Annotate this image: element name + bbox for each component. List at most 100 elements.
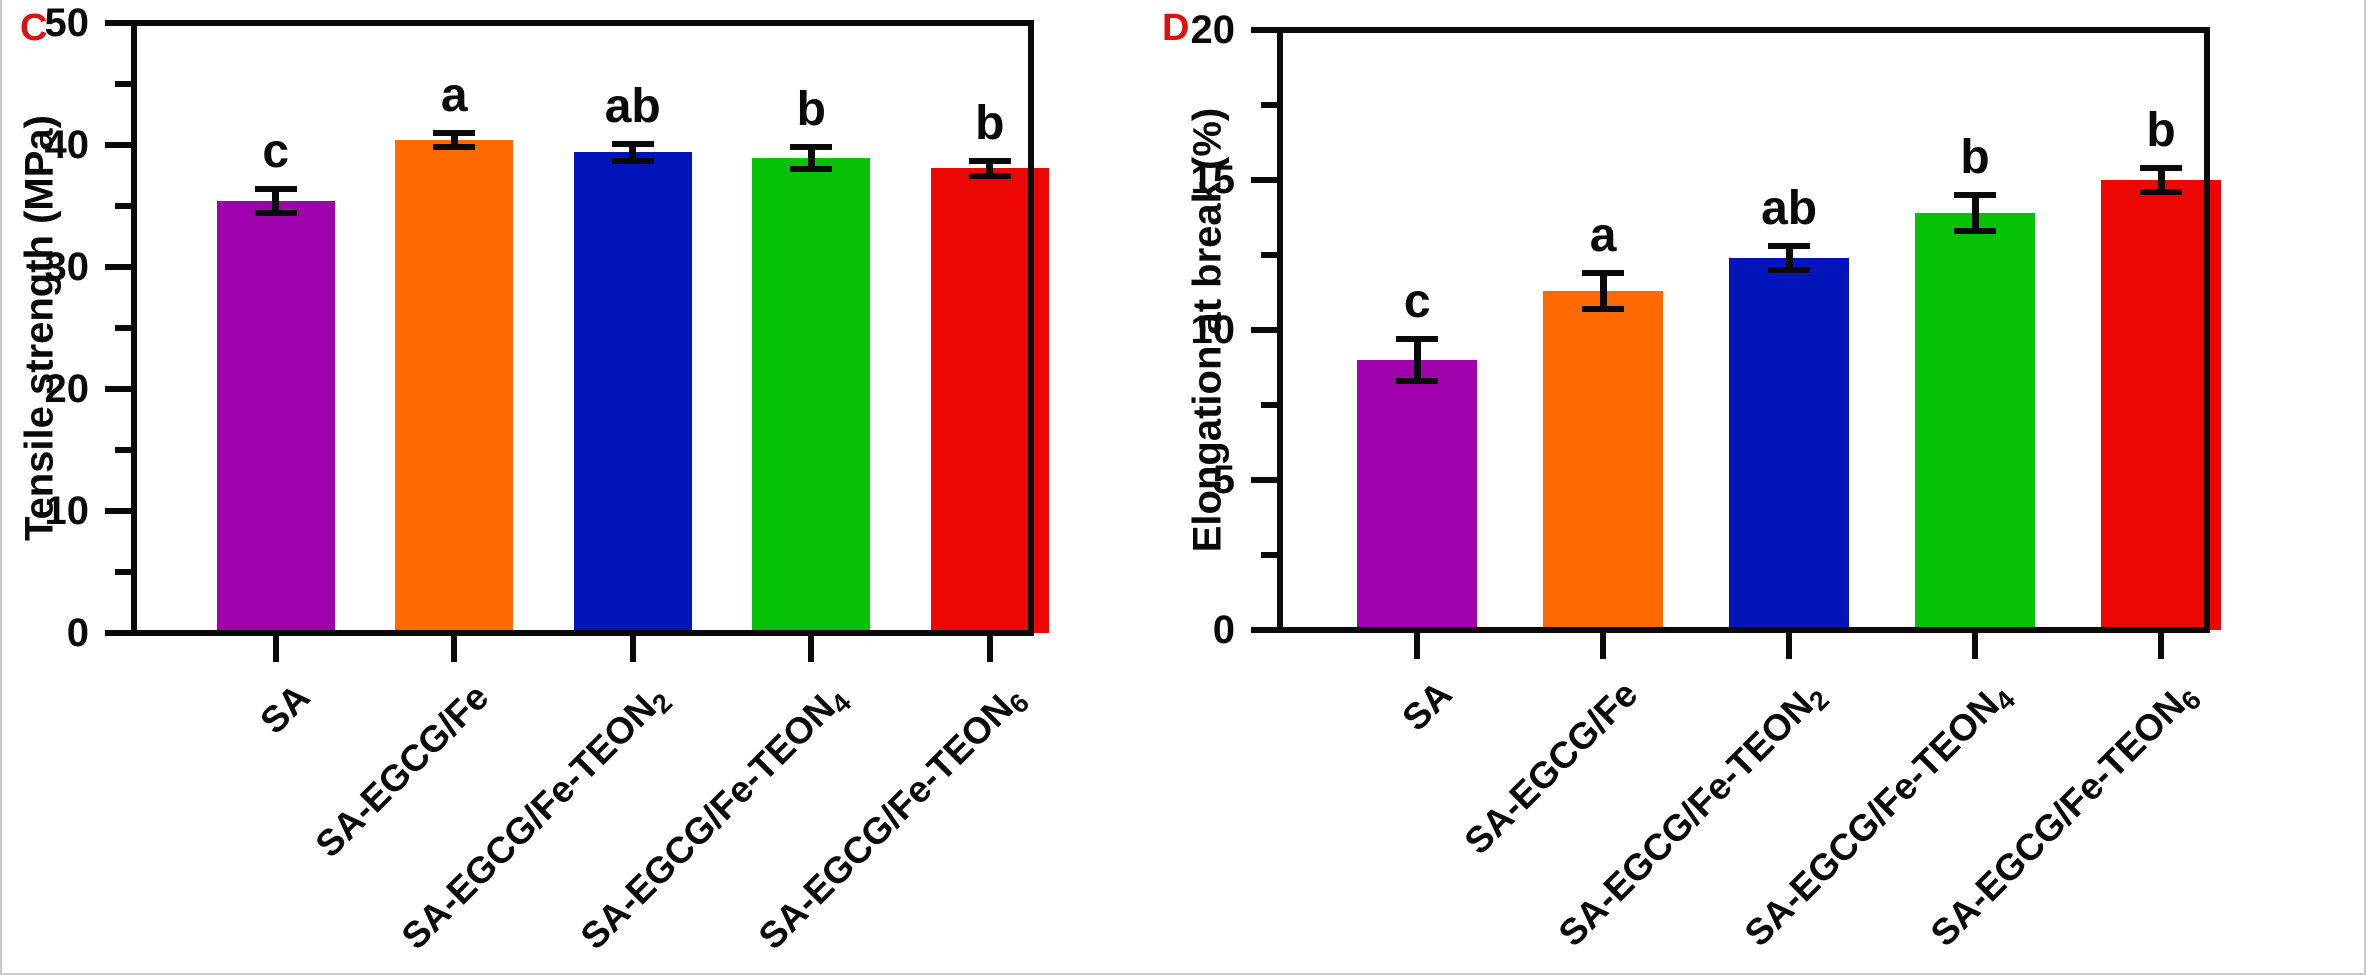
y-minor-tick bbox=[115, 203, 131, 209]
bar-1 bbox=[395, 140, 514, 633]
bar-2 bbox=[1729, 258, 1850, 630]
x-tick bbox=[1414, 633, 1421, 659]
x-tick bbox=[1786, 633, 1793, 659]
error-bar-cap-bottom bbox=[1768, 267, 1811, 273]
error-bar-cap-top bbox=[2140, 165, 2183, 171]
y-tick-label: 10 bbox=[44, 489, 90, 533]
error-bar-cap-top bbox=[1396, 336, 1439, 342]
x-tick bbox=[451, 636, 458, 662]
y-major-tick bbox=[1251, 627, 1277, 633]
plot-frame bbox=[1277, 27, 2210, 633]
panel-label-c: C bbox=[20, 7, 48, 49]
error-bar-cap-top bbox=[968, 157, 1011, 164]
error-bar-cap-bottom bbox=[1396, 378, 1439, 384]
y-minor-tick bbox=[115, 325, 131, 331]
significance-letter: ab bbox=[1761, 182, 1818, 235]
bar-0 bbox=[1357, 360, 1478, 630]
significance-letter: b bbox=[1960, 131, 1990, 184]
significance-letter: a bbox=[1589, 209, 1617, 262]
y-minor-tick bbox=[1261, 102, 1277, 108]
error-bar-cap-top bbox=[1954, 192, 1997, 198]
bar-4 bbox=[2101, 180, 2222, 630]
y-tick-label: 40 bbox=[44, 123, 90, 167]
y-major-tick bbox=[105, 264, 131, 270]
error-bar-cap-top bbox=[254, 185, 297, 192]
x-tick bbox=[1972, 633, 1979, 659]
error-bar-cap-top bbox=[790, 144, 833, 151]
x-tick bbox=[1600, 633, 1607, 659]
y-tick-label: 30 bbox=[44, 245, 90, 289]
error-bar-cap-bottom bbox=[790, 166, 833, 173]
error-bar-line bbox=[1413, 339, 1421, 381]
y-tick-label: 20 bbox=[44, 367, 90, 411]
y-major-tick bbox=[1251, 27, 1277, 33]
error-bar-line bbox=[1785, 246, 1793, 270]
panel-label-d: D bbox=[1162, 7, 1190, 49]
error-bar-cap-top bbox=[1768, 243, 1811, 249]
bar-3 bbox=[1915, 213, 2036, 630]
error-bar-line bbox=[2157, 168, 2165, 192]
y-minor-tick bbox=[115, 447, 131, 453]
y-tick-label: 50 bbox=[44, 1, 90, 45]
y-minor-tick bbox=[1261, 402, 1277, 408]
x-category-label-anchor: SA-EGCG/Fe-TEON6 bbox=[1555, 674, 2206, 954]
error-bar-cap-bottom bbox=[254, 210, 297, 217]
y-minor-tick bbox=[1261, 552, 1277, 558]
y-tick-label: 0 bbox=[1212, 608, 1235, 652]
significance-letter: ab bbox=[604, 79, 661, 133]
error-bar-cap-bottom bbox=[611, 157, 654, 164]
error-bar-line bbox=[1599, 273, 1607, 309]
bar-0 bbox=[216, 201, 335, 633]
error-bar-cap-bottom bbox=[968, 172, 1011, 179]
y-tick-label: 0 bbox=[66, 611, 89, 655]
bar-2 bbox=[573, 152, 692, 633]
error-bar-cap-bottom bbox=[1954, 228, 1997, 234]
significance-letter: c bbox=[1403, 275, 1431, 328]
y-tick-label: 10 bbox=[1190, 308, 1236, 352]
significance-letter: c bbox=[262, 124, 290, 178]
y-minor-tick bbox=[115, 81, 131, 87]
significance-letter: b bbox=[975, 96, 1005, 150]
x-tick bbox=[629, 636, 636, 662]
y-major-tick bbox=[105, 630, 131, 636]
significance-letter: b bbox=[2146, 104, 2176, 157]
error-bar-cap-top bbox=[1582, 270, 1625, 276]
x-tick bbox=[808, 636, 815, 662]
error-bar-line bbox=[450, 132, 458, 148]
y-minor-tick bbox=[1261, 252, 1277, 258]
y-tick-label: 15 bbox=[1190, 158, 1236, 202]
y-major-tick bbox=[1251, 177, 1277, 183]
error-bar-cap-top bbox=[433, 129, 476, 136]
y-major-tick bbox=[1251, 327, 1277, 333]
y-major-tick bbox=[1251, 477, 1277, 483]
plot-frame bbox=[131, 20, 1034, 636]
y-tick-label: 20 bbox=[1190, 8, 1236, 52]
significance-letter: a bbox=[440, 68, 468, 122]
error-bar-cap-bottom bbox=[433, 144, 476, 151]
error-bar-cap-bottom bbox=[2140, 189, 2183, 195]
bar-3 bbox=[752, 158, 871, 633]
error-bar-line bbox=[272, 188, 280, 214]
error-bar-line bbox=[807, 147, 815, 170]
significance-letter: b bbox=[796, 83, 826, 137]
x-tick bbox=[2158, 633, 2165, 659]
y-major-tick bbox=[105, 386, 131, 392]
error-bar-cap-bottom bbox=[1582, 306, 1625, 312]
y-major-tick bbox=[105, 508, 131, 514]
error-bar-line bbox=[1971, 195, 1979, 231]
y-tick-label: 5 bbox=[1212, 458, 1235, 502]
bar-1 bbox=[1543, 291, 1664, 630]
error-bar-cap-top bbox=[611, 140, 654, 147]
y-major-tick bbox=[105, 142, 131, 148]
y-major-tick bbox=[105, 20, 131, 26]
x-tick bbox=[272, 636, 279, 662]
error-bar-line bbox=[629, 143, 637, 161]
error-bar-line bbox=[986, 160, 994, 176]
y-minor-tick bbox=[115, 569, 131, 575]
x-tick bbox=[986, 636, 993, 662]
